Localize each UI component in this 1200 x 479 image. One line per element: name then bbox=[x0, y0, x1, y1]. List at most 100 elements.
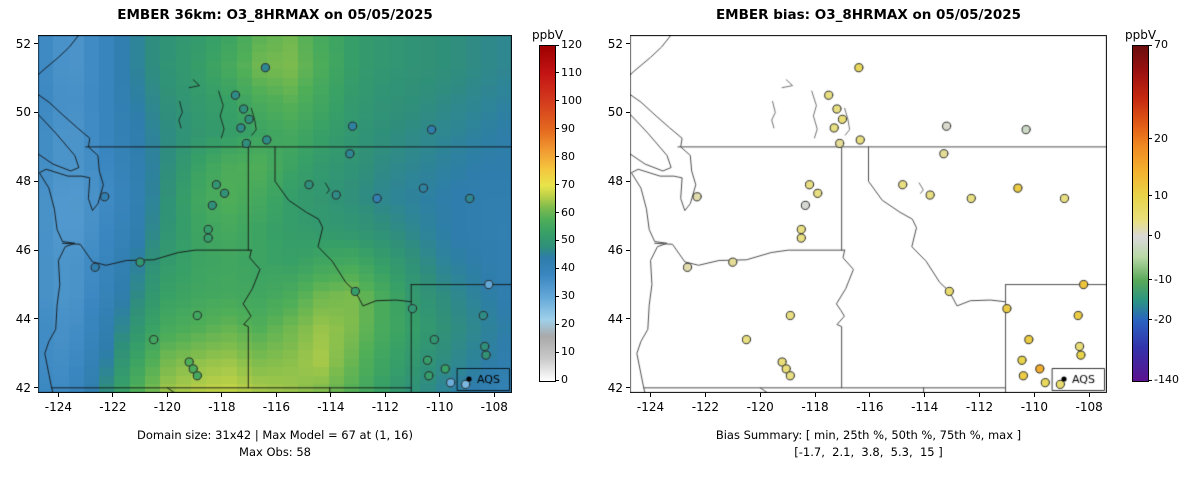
x-axis-tick bbox=[869, 393, 871, 397]
bias-caption-summary-header: Bias Summary: [ min, 25th %, 50th %, 75t… bbox=[715, 428, 1022, 442]
colorbar-tick-label: 30 bbox=[561, 289, 575, 303]
y-tick-label: 52 bbox=[607, 36, 623, 51]
y-tick-label: 44 bbox=[607, 311, 623, 326]
y-tick-label: 42 bbox=[15, 380, 31, 395]
y-axis-tick bbox=[626, 249, 630, 251]
x-axis-tick bbox=[112, 393, 114, 397]
bias-caption-summary-values: [-1.7, 2.1, 3.8, 5.3, 15 ] bbox=[794, 445, 943, 459]
x-axis-tick bbox=[979, 393, 981, 397]
colorbar-tick bbox=[556, 128, 559, 130]
y-axis-tick bbox=[626, 43, 630, 45]
y-axis-tick bbox=[626, 387, 630, 389]
x-tick-label: -116 bbox=[856, 400, 884, 414]
model-map-title: EMBER 36km: O3_8HRMAX on 05/05/2025 bbox=[117, 7, 433, 23]
colorbar-tick bbox=[556, 323, 559, 325]
colorbar-tick bbox=[1149, 44, 1152, 46]
x-tick-label: -110 bbox=[1020, 400, 1048, 414]
y-tick-label: 44 bbox=[15, 311, 31, 326]
colorbar-tick bbox=[556, 267, 559, 269]
colorbar-tick-label: 90 bbox=[561, 121, 575, 135]
colorbar-tick bbox=[1149, 195, 1152, 197]
colorbar-tick bbox=[556, 379, 559, 381]
model-caption-domain: Domain size: 31x42 | Max Model = 67 at (… bbox=[136, 428, 413, 442]
colorbar-tick-label: -140 bbox=[1154, 373, 1179, 386]
y-axis-tick bbox=[34, 111, 38, 113]
colorbar-tick-label: 0 bbox=[1154, 228, 1161, 242]
colorbar-tick-label: 10 bbox=[1154, 188, 1168, 202]
y-axis-tick bbox=[34, 387, 38, 389]
colorbar-tick-label: 120 bbox=[561, 38, 582, 51]
x-axis-tick bbox=[166, 393, 168, 397]
colorbar-tick-label: -20 bbox=[1154, 312, 1172, 326]
y-tick-label: 50 bbox=[607, 105, 623, 120]
x-tick-label: -114 bbox=[317, 400, 345, 414]
colorbar-tick bbox=[556, 239, 559, 241]
model-caption-max-obs: Max Obs: 58 bbox=[239, 445, 311, 459]
colorbar-tick bbox=[556, 44, 559, 46]
x-tick-label: -110 bbox=[426, 400, 454, 414]
x-tick-label: -112 bbox=[371, 400, 399, 414]
colorbar-tick bbox=[1149, 319, 1152, 321]
bias-map-canvas bbox=[630, 35, 1107, 393]
y-tick-label: 50 bbox=[15, 105, 31, 120]
x-axis-tick bbox=[221, 393, 223, 397]
colorbar-tick-label: 0 bbox=[561, 373, 568, 386]
x-tick-label: -120 bbox=[746, 400, 774, 414]
y-axis-tick bbox=[34, 43, 38, 45]
colorbar-tick-label: 70 bbox=[1154, 38, 1168, 51]
x-axis-tick bbox=[1033, 393, 1035, 397]
y-tick-label: 46 bbox=[15, 243, 31, 258]
colorbar-tick-label: 80 bbox=[561, 149, 575, 163]
colorbar-tick-label: 20 bbox=[1154, 131, 1168, 145]
colorbar-tick bbox=[556, 351, 559, 353]
colorbar-tick-label: 50 bbox=[561, 233, 575, 247]
y-tick-label: 48 bbox=[15, 174, 31, 189]
colorbar-tick-label: -10 bbox=[1154, 272, 1172, 286]
x-axis-tick bbox=[493, 393, 495, 397]
x-axis-tick bbox=[924, 393, 926, 397]
colorbar-tick-label: 10 bbox=[561, 345, 575, 359]
y-axis-tick bbox=[626, 180, 630, 182]
y-axis-tick bbox=[626, 111, 630, 113]
y-axis-tick bbox=[626, 318, 630, 320]
y-tick-label: 42 bbox=[607, 380, 623, 395]
x-axis-tick bbox=[439, 393, 441, 397]
colorbar-tick bbox=[556, 72, 559, 74]
x-tick-label: -122 bbox=[691, 400, 719, 414]
colorbar-tick bbox=[556, 212, 559, 213]
colorbar-tick bbox=[1149, 379, 1152, 381]
x-axis-tick bbox=[814, 393, 816, 397]
x-axis-tick bbox=[704, 393, 706, 397]
x-tick-label: -112 bbox=[965, 400, 994, 414]
y-tick-label: 52 bbox=[15, 36, 31, 51]
x-axis-tick bbox=[650, 393, 652, 397]
x-axis-tick bbox=[330, 393, 332, 397]
x-tick-label: -108 bbox=[1075, 400, 1103, 414]
x-tick-label: -108 bbox=[480, 400, 508, 414]
model-colorbar bbox=[539, 45, 556, 382]
colorbar-tick-label: 100 bbox=[561, 93, 582, 107]
y-tick-label: 46 bbox=[607, 243, 623, 258]
colorbar-tick-label: 60 bbox=[561, 205, 575, 219]
colorbar-tick bbox=[556, 295, 559, 297]
bias-colorbar bbox=[1132, 45, 1149, 382]
x-axis-tick bbox=[57, 393, 59, 397]
x-axis-tick bbox=[759, 393, 761, 397]
x-tick-label: -122 bbox=[99, 400, 127, 414]
colorbar-tick-label: 40 bbox=[561, 261, 575, 275]
x-tick-label: -118 bbox=[801, 400, 829, 414]
model-map-canvas bbox=[38, 35, 512, 393]
x-tick-label: -120 bbox=[153, 400, 181, 414]
colorbar-tick bbox=[1149, 279, 1152, 280]
model-colorbar-unit-label: ppbV bbox=[531, 28, 564, 42]
colorbar-tick bbox=[1149, 138, 1152, 140]
colorbar-tick bbox=[1149, 235, 1152, 237]
y-axis-tick bbox=[34, 180, 38, 182]
x-tick-label: -116 bbox=[262, 400, 290, 414]
colorbar-tick bbox=[556, 184, 559, 186]
x-tick-label: -118 bbox=[208, 400, 236, 414]
colorbar-tick bbox=[556, 156, 559, 158]
x-axis-tick bbox=[1088, 393, 1090, 397]
colorbar-tick-label: 110 bbox=[561, 65, 582, 79]
